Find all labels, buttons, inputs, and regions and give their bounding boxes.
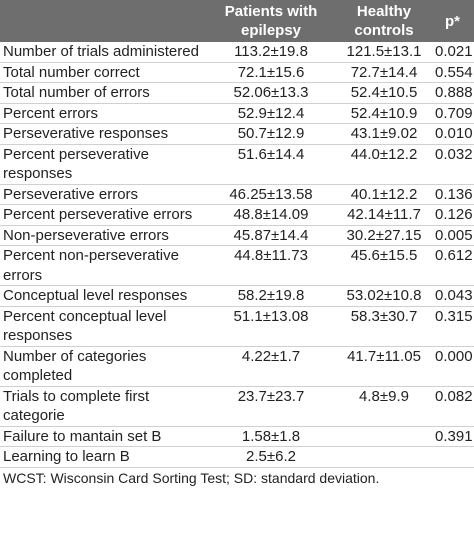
cell: 0.000 (431, 346, 474, 387)
footnote: WCST: Wisconsin Card Sorting Test; SD: s… (3, 469, 380, 486)
header-cell: p* (431, 0, 474, 42)
cell: 0.082 (431, 386, 474, 427)
cell: 40.1±12.2 (337, 184, 431, 205)
cell (337, 446, 431, 468)
cell: 0.315 (431, 306, 474, 347)
cell: 0.043 (431, 285, 474, 307)
cell: 0.136 (431, 184, 474, 205)
cell: 0.032 (431, 144, 474, 185)
table-row: Percent errors 52.9±12.4 52.4±10.9 0.709 (0, 103, 474, 124)
row-label: Number of categories completed (0, 346, 205, 387)
cell: 0.010 (431, 123, 474, 145)
row-label: Perseverative responses (0, 123, 205, 145)
table-row: Total number correct 72.1±15.6 72.7±14.4 0.… (0, 62, 474, 83)
cell: 72.7±14.4 (337, 62, 431, 83)
cell: 43.1±9.02 (337, 123, 431, 145)
row-label: Trials to complete first categorie (0, 386, 205, 427)
row-label: Percent perseverative errors (0, 204, 205, 226)
cell: 45.87±14.4 (205, 225, 337, 246)
cell: 0.021 (431, 42, 474, 63)
table: Patients with epilepsy Healthy controls p*… (0, 0, 474, 468)
table-row: Non-perseverative errors 45.87±14.4 30.2±2… (0, 225, 474, 246)
header-cell: Patients with epilepsy (205, 0, 337, 42)
table-row: Learning to learn B 2.5±6.2 (0, 446, 474, 468)
cell: 2.5±6.2 (205, 446, 337, 468)
row-label: Conceptual level responses (0, 285, 205, 307)
cell: 0.888 (431, 82, 474, 104)
cell: 44.8±11.73 (205, 245, 337, 286)
table-row: Perseverative responses 50.7±12.9 43.1±9.0… (0, 123, 474, 145)
table-row: Number of categories completed 4.22±1.7 41… (0, 346, 474, 387)
table-row: Trials to complete first categorie 23.7±2… (0, 386, 474, 427)
cell: 0.612 (431, 245, 474, 286)
cell: 113.2±19.8 (205, 42, 337, 63)
cell: 0.126 (431, 204, 474, 226)
cell (337, 426, 431, 447)
table-row: Percent non-perseverative errors 44.8±11.… (0, 245, 474, 286)
header-cell (0, 0, 205, 42)
cell: 58.2±19.8 (205, 285, 337, 307)
cell: 30.2±27.15 (337, 225, 431, 246)
table-body: Number of trials administered 113.2±19.8 1… (0, 42, 474, 468)
header-cell: Healthy controls (337, 0, 431, 42)
table-row: Percent conceptual level responses 51.1±1… (0, 306, 474, 347)
cell: 52.4±10.5 (337, 82, 431, 104)
cell: 1.58±1.8 (205, 426, 337, 447)
cell: 4.8±9.9 (337, 386, 431, 427)
cell: 52.9±12.4 (205, 103, 337, 124)
cell: 41.7±11.05 (337, 346, 431, 387)
cell: 45.6±15.5 (337, 245, 431, 286)
row-label: Learning to learn B (0, 446, 205, 468)
cell: 0.554 (431, 62, 474, 83)
cell: 0.391 (431, 426, 474, 447)
table-row: Number of trials administered 113.2±19.8 1… (0, 42, 474, 63)
cell: 42.14±11.7 (337, 204, 431, 226)
row-label: Number of trials administered (0, 42, 205, 63)
table-row: Percent perseverative errors 48.8±14.09 42… (0, 204, 474, 226)
cell: 53.02±10.8 (337, 285, 431, 307)
cell: 4.22±1.7 (205, 346, 337, 387)
row-label: Total number of errors (0, 82, 205, 104)
row-label: Perseverative errors (0, 184, 205, 205)
cell: 50.7±12.9 (205, 123, 337, 145)
header-row: Patients with epilepsy Healthy controls p* (0, 0, 474, 42)
row-label: Non-perseverative errors (0, 225, 205, 246)
table-row: Conceptual level responses 58.2±19.8 53.02… (0, 285, 474, 307)
row-label: Percent conceptual level responses (0, 306, 205, 347)
cell: 51.6±14.4 (205, 144, 337, 185)
cell: 121.5±13.1 (337, 42, 431, 63)
table-row: Failure to mantain set B 1.58±1.8 0.391 (0, 426, 474, 447)
table-row: Percent perseverative responses 51.6±14.4… (0, 144, 474, 185)
cell: 52.4±10.9 (337, 103, 431, 124)
cell: 51.1±13.08 (205, 306, 337, 347)
cell: 58.3±30.7 (337, 306, 431, 347)
row-label: Failure to mantain set B (0, 426, 205, 447)
cell: 48.8±14.09 (205, 204, 337, 226)
cell (431, 446, 474, 468)
cell: 72.1±15.6 (205, 62, 337, 83)
cell: 0.005 (431, 225, 474, 246)
cell: 0.709 (431, 103, 474, 124)
row-label: Percent perseverative responses (0, 144, 205, 185)
row-label: Total number correct (0, 62, 205, 83)
cell: 44.0±12.2 (337, 144, 431, 185)
cell: 46.25±13.58 (205, 184, 337, 205)
cell: 23.7±23.7 (205, 386, 337, 427)
row-label: Percent errors (0, 103, 205, 124)
row-label: Percent non-perseverative errors (0, 245, 205, 286)
table-row: Total number of errors 52.06±13.3 52.4±10.… (0, 82, 474, 104)
table-row: Perseverative errors 46.25±13.58 40.1±12.2… (0, 184, 474, 205)
cell: 52.06±13.3 (205, 82, 337, 104)
